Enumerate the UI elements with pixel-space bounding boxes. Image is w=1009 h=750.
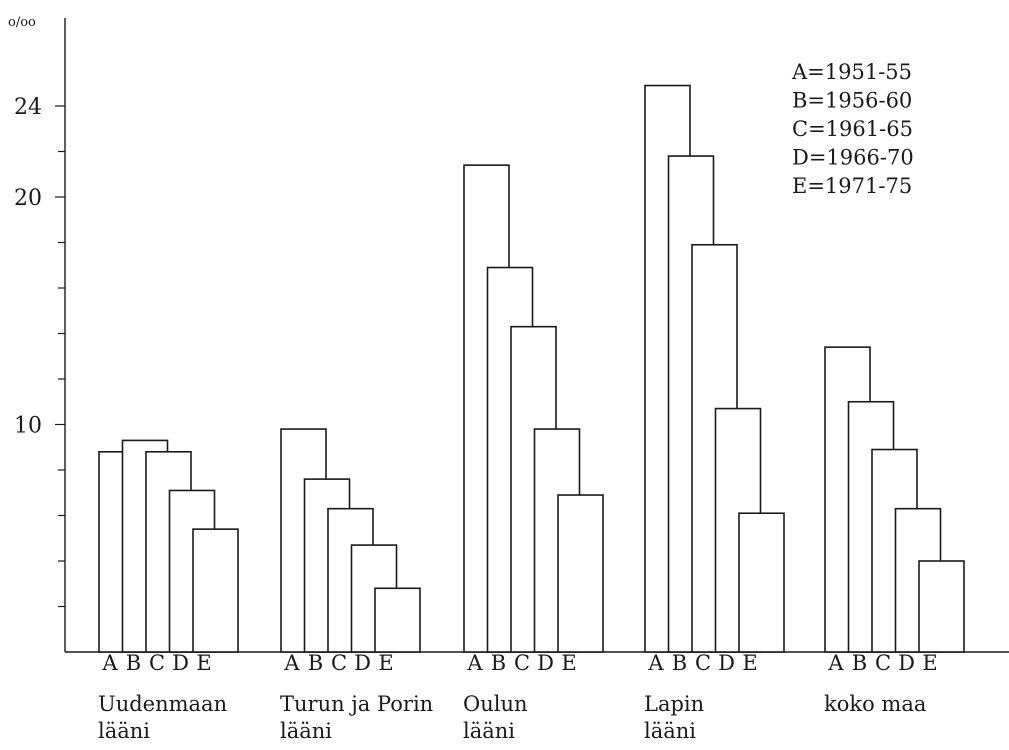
y-unit-label: o/oo <box>8 15 36 30</box>
bar-g2-E <box>374 587 421 653</box>
series-letter-g2-E: E <box>378 651 393 675</box>
y-tick-label-20: 20 <box>14 186 42 211</box>
bar-g1-E <box>192 528 239 653</box>
group-label-2-line-2: lääni <box>280 719 332 743</box>
group-label-1-line-2: lääni <box>98 719 150 743</box>
series-letter-g5-A: A <box>827 651 844 675</box>
group-label-1-line-1: Uudenmaan <box>98 692 227 716</box>
y-tick-label-10: 10 <box>14 414 42 439</box>
series-letter-g1-C: C <box>149 651 165 675</box>
bar-g5-E <box>918 560 965 653</box>
series-letter-g3-C: C <box>514 651 530 675</box>
series-letter-g3-B: B <box>491 651 506 675</box>
series-letter-g5-E: E <box>922 651 937 675</box>
legend-entry-C: C=1961-65 <box>792 117 913 141</box>
bars <box>98 84 965 653</box>
legend-entry-E: E=1971-75 <box>792 174 912 198</box>
series-letter-g5-D: D <box>898 651 915 675</box>
series-letter-g3-E: E <box>561 651 576 675</box>
group-label-2-line-1: Turun ja Porin <box>280 692 433 716</box>
legend-entry-A: A=1951-55 <box>791 60 912 84</box>
group-label-4-line-2: lääni <box>644 719 696 743</box>
legend-entry-D: D=1966-70 <box>792 146 914 170</box>
bar-g3-E <box>557 494 604 653</box>
y-tick-label-24: 24 <box>14 95 42 120</box>
series-letter-g4-B: B <box>672 651 687 675</box>
series-letter-g1-D: D <box>172 651 189 675</box>
group-label-3-line-2: lääni <box>463 719 515 743</box>
series-letter-g1-E: E <box>196 651 211 675</box>
series-letter-g4-D: D <box>718 651 735 675</box>
legend: A=1951-55 B=1956-60 C=1961-65 D=1966-70 E=19… <box>791 60 914 198</box>
series-letter-g2-B: B <box>308 651 323 675</box>
group-label-3-line-1: Oulun <box>463 692 528 716</box>
series-letter-g3-D: D <box>537 651 554 675</box>
series-letter-g3-A: A <box>466 651 483 675</box>
series-letter-g1-A: A <box>101 651 118 675</box>
legend-entry-B: B=1956-60 <box>792 89 912 113</box>
series-letter-g4-E: E <box>742 651 757 675</box>
series-letter-g5-C: C <box>875 651 891 675</box>
series-letter-g2-A: A <box>283 651 300 675</box>
series-letter-g5-B: B <box>852 651 867 675</box>
series-letter-g2-D: D <box>354 651 371 675</box>
group-label-5-line-1: koko maa <box>824 692 926 716</box>
series-letter-g2-C: C <box>331 651 347 675</box>
series-letter-g4-C: C <box>695 651 711 675</box>
series-letter-g4-A: A <box>647 651 664 675</box>
y-ticks: 24 20 10 <box>14 95 65 608</box>
bar-g4-E <box>738 512 785 653</box>
group-label-4-line-1: Lapin <box>644 692 704 716</box>
series-letter-g1-B: B <box>126 651 141 675</box>
